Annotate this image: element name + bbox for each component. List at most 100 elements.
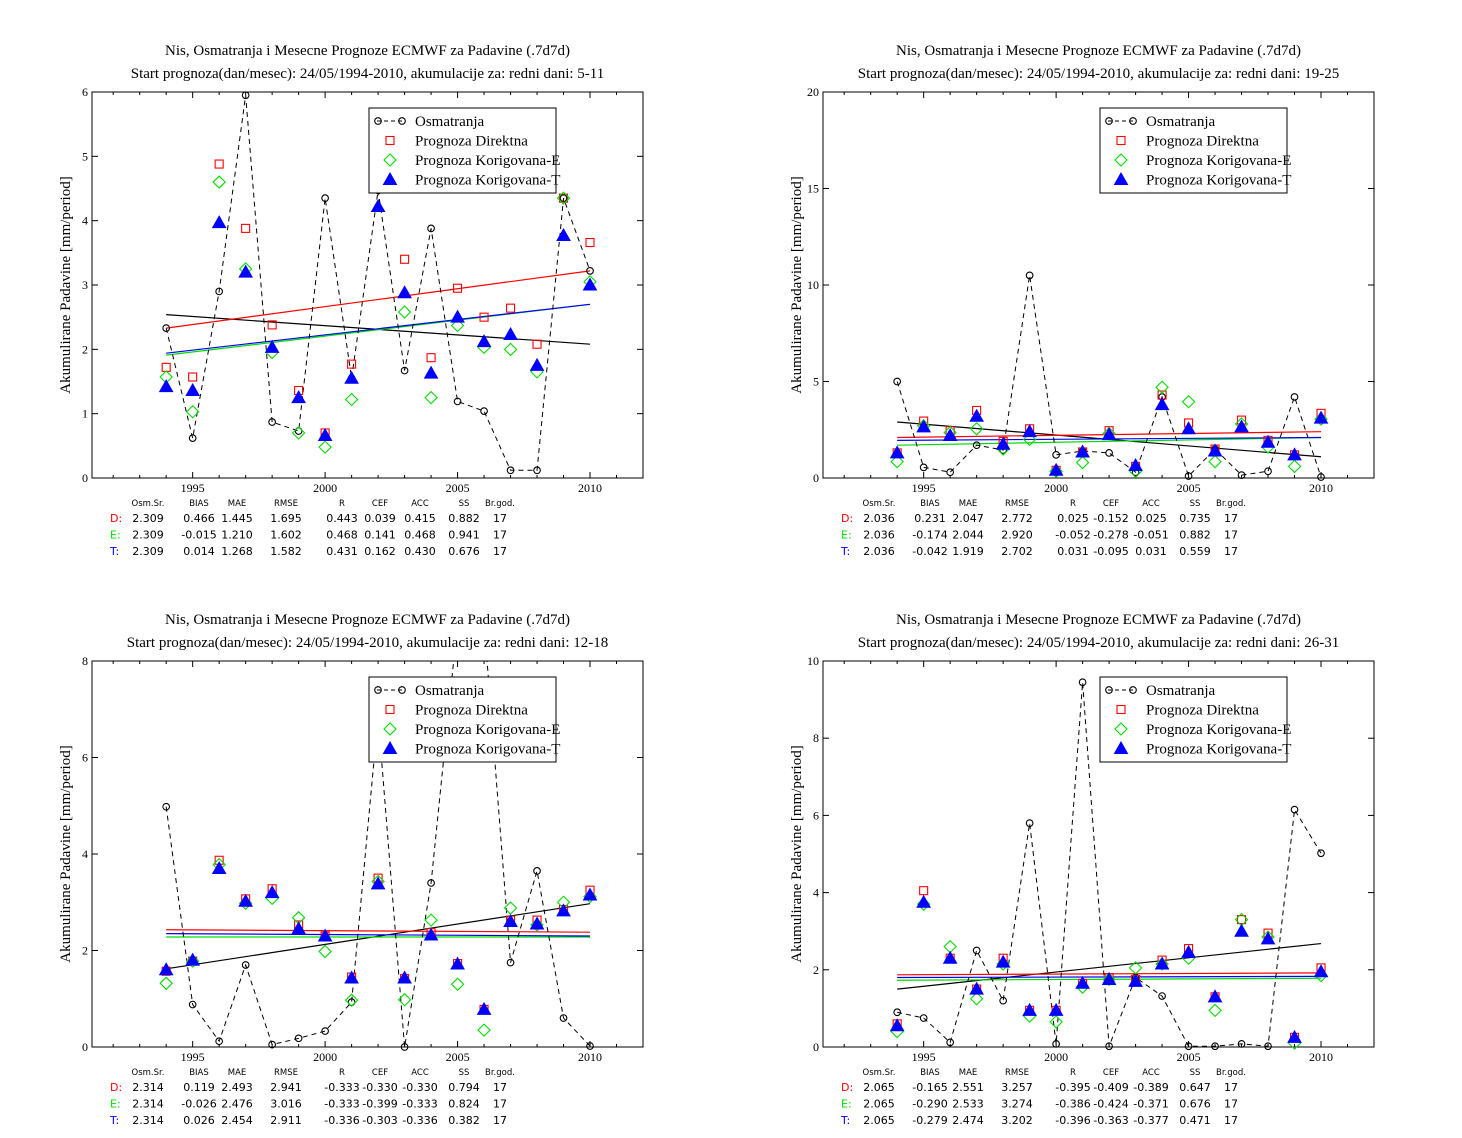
data-point: [1049, 464, 1063, 479]
stats-row-label: D:: [110, 512, 122, 525]
x-tick-label: 2000: [313, 481, 337, 495]
data-point: [532, 339, 542, 349]
stats-value: 3.202: [1001, 1114, 1033, 1127]
stats-value: 17: [493, 1114, 507, 1127]
stats-header: ACC: [411, 499, 429, 509]
data-point: [559, 194, 568, 202]
data-point: [1184, 472, 1193, 480]
stats-value: 0.014: [183, 545, 215, 558]
chart-panel-top-right: Nis, Osmatranja i Mesecne Prognoze ECMWF…: [789, 43, 1375, 558]
data-point: [529, 916, 545, 930]
legend-label: Prognoza Korigovana-T: [1146, 173, 1291, 189]
data-point: [1105, 1042, 1113, 1051]
data-point: [294, 1034, 303, 1043]
stats-value: -0.330: [362, 1081, 397, 1094]
stats-value: 0.415: [404, 512, 436, 525]
data-point: [318, 944, 332, 959]
stats-value: 17: [493, 1081, 507, 1094]
stats-value: 2.314: [132, 1114, 164, 1127]
legend-marker: [398, 117, 406, 125]
legend-marker: [1116, 704, 1126, 715]
stats-value: -0.165: [912, 1081, 947, 1094]
chart-subtitle: Start prognoza(dan/mesec): 24/05/1994-20…: [131, 66, 604, 82]
data-point: [317, 428, 333, 442]
legend-label: Prognoza Direktna: [415, 134, 528, 150]
stats-value: -0.363: [1093, 1114, 1128, 1127]
data-point: [344, 370, 359, 384]
data-point: [424, 390, 438, 405]
data-point: [267, 320, 277, 330]
data-point: [972, 441, 981, 450]
legend-label: Prognoza Korigovana-E: [415, 153, 560, 169]
legend-label: Prognoza Direktna: [415, 703, 528, 719]
series-prognoza-korigovana-t: [158, 198, 598, 442]
series-prognoza-korigovana-t: [889, 397, 1329, 476]
y-tick-label: 4: [82, 214, 88, 228]
y-tick-label: 15: [807, 182, 819, 196]
stats-value: -0.095: [1093, 545, 1128, 558]
data-point: [321, 194, 329, 202]
stats-value: 0.676: [448, 545, 480, 558]
data-point: [1181, 421, 1196, 435]
stats-value: 0.735: [1179, 512, 1211, 525]
data-point: [317, 928, 333, 942]
data-point: [942, 950, 958, 964]
stats-value: -0.042: [912, 545, 947, 558]
y-tick-label: 4: [813, 886, 819, 900]
data-point: [1287, 447, 1302, 461]
data-point: [946, 468, 955, 477]
data-point: [215, 287, 224, 296]
stats-header: SS: [459, 1068, 470, 1078]
stats-value: -0.333: [324, 1098, 359, 1111]
stats-header: RMSE: [274, 1068, 298, 1078]
y-tick-label: 5: [813, 375, 819, 389]
stats-value: 17: [493, 1098, 507, 1111]
data-point: [397, 305, 412, 319]
data-point: [291, 390, 306, 404]
stats-value: 17: [1224, 1098, 1238, 1111]
data-point: [370, 198, 386, 213]
data-point: [1128, 457, 1143, 471]
stats-value: 0.431: [326, 545, 358, 558]
chart-subtitle: Start prognoza(dan/mesec): 24/05/1994-20…: [858, 635, 1340, 651]
data-point: [1052, 1040, 1060, 1048]
legend-label: Osmatranja: [415, 114, 484, 130]
stats-value: 17: [1224, 529, 1238, 542]
data-point: [1208, 1003, 1222, 1018]
data-point: [890, 454, 904, 469]
stats-value: 0.443: [326, 512, 358, 525]
data-point: [1181, 944, 1196, 958]
data-point: [426, 353, 436, 363]
data-point: [1264, 467, 1272, 476]
data-point: [370, 876, 386, 890]
stats-header: Osm.Sr.: [863, 1068, 896, 1078]
stats-value: 0.676: [1179, 1098, 1211, 1111]
stats-value: -0.290: [912, 1098, 947, 1111]
stats-value: 0.031: [1135, 545, 1167, 558]
stats-value: 2.309: [132, 529, 164, 542]
stats-value: 17: [493, 512, 507, 525]
data-point: [453, 283, 463, 293]
chart-title: Nis, Osmatranja i Mesecne Prognoze ECMWF…: [165, 43, 570, 59]
data-point: [318, 440, 332, 454]
trend-line: [166, 270, 591, 329]
legend-label: Osmatranja: [1146, 114, 1215, 130]
data-point: [1314, 412, 1328, 426]
y-tick-label: 0: [813, 471, 819, 485]
data-point: [453, 397, 462, 406]
data-point: [1128, 973, 1143, 987]
legend-marker: [1105, 117, 1113, 125]
stats-header: MAE: [228, 499, 247, 509]
data-point: [916, 419, 932, 433]
stats-value: 3.274: [1001, 1098, 1033, 1111]
data-point: [450, 956, 465, 970]
data-point: [480, 407, 488, 415]
stats-header: R: [339, 499, 345, 509]
data-point: [969, 981, 985, 995]
legend-marker: [1113, 171, 1129, 185]
stats-value: 0.162: [364, 545, 396, 558]
trend-line: [166, 303, 591, 354]
chart-title: Nis, Osmatranja i Mesecne Prognoze ECMWF…: [896, 43, 1301, 59]
stats-value: -0.389: [1133, 1081, 1168, 1094]
y-tick-label: 3: [82, 278, 88, 292]
